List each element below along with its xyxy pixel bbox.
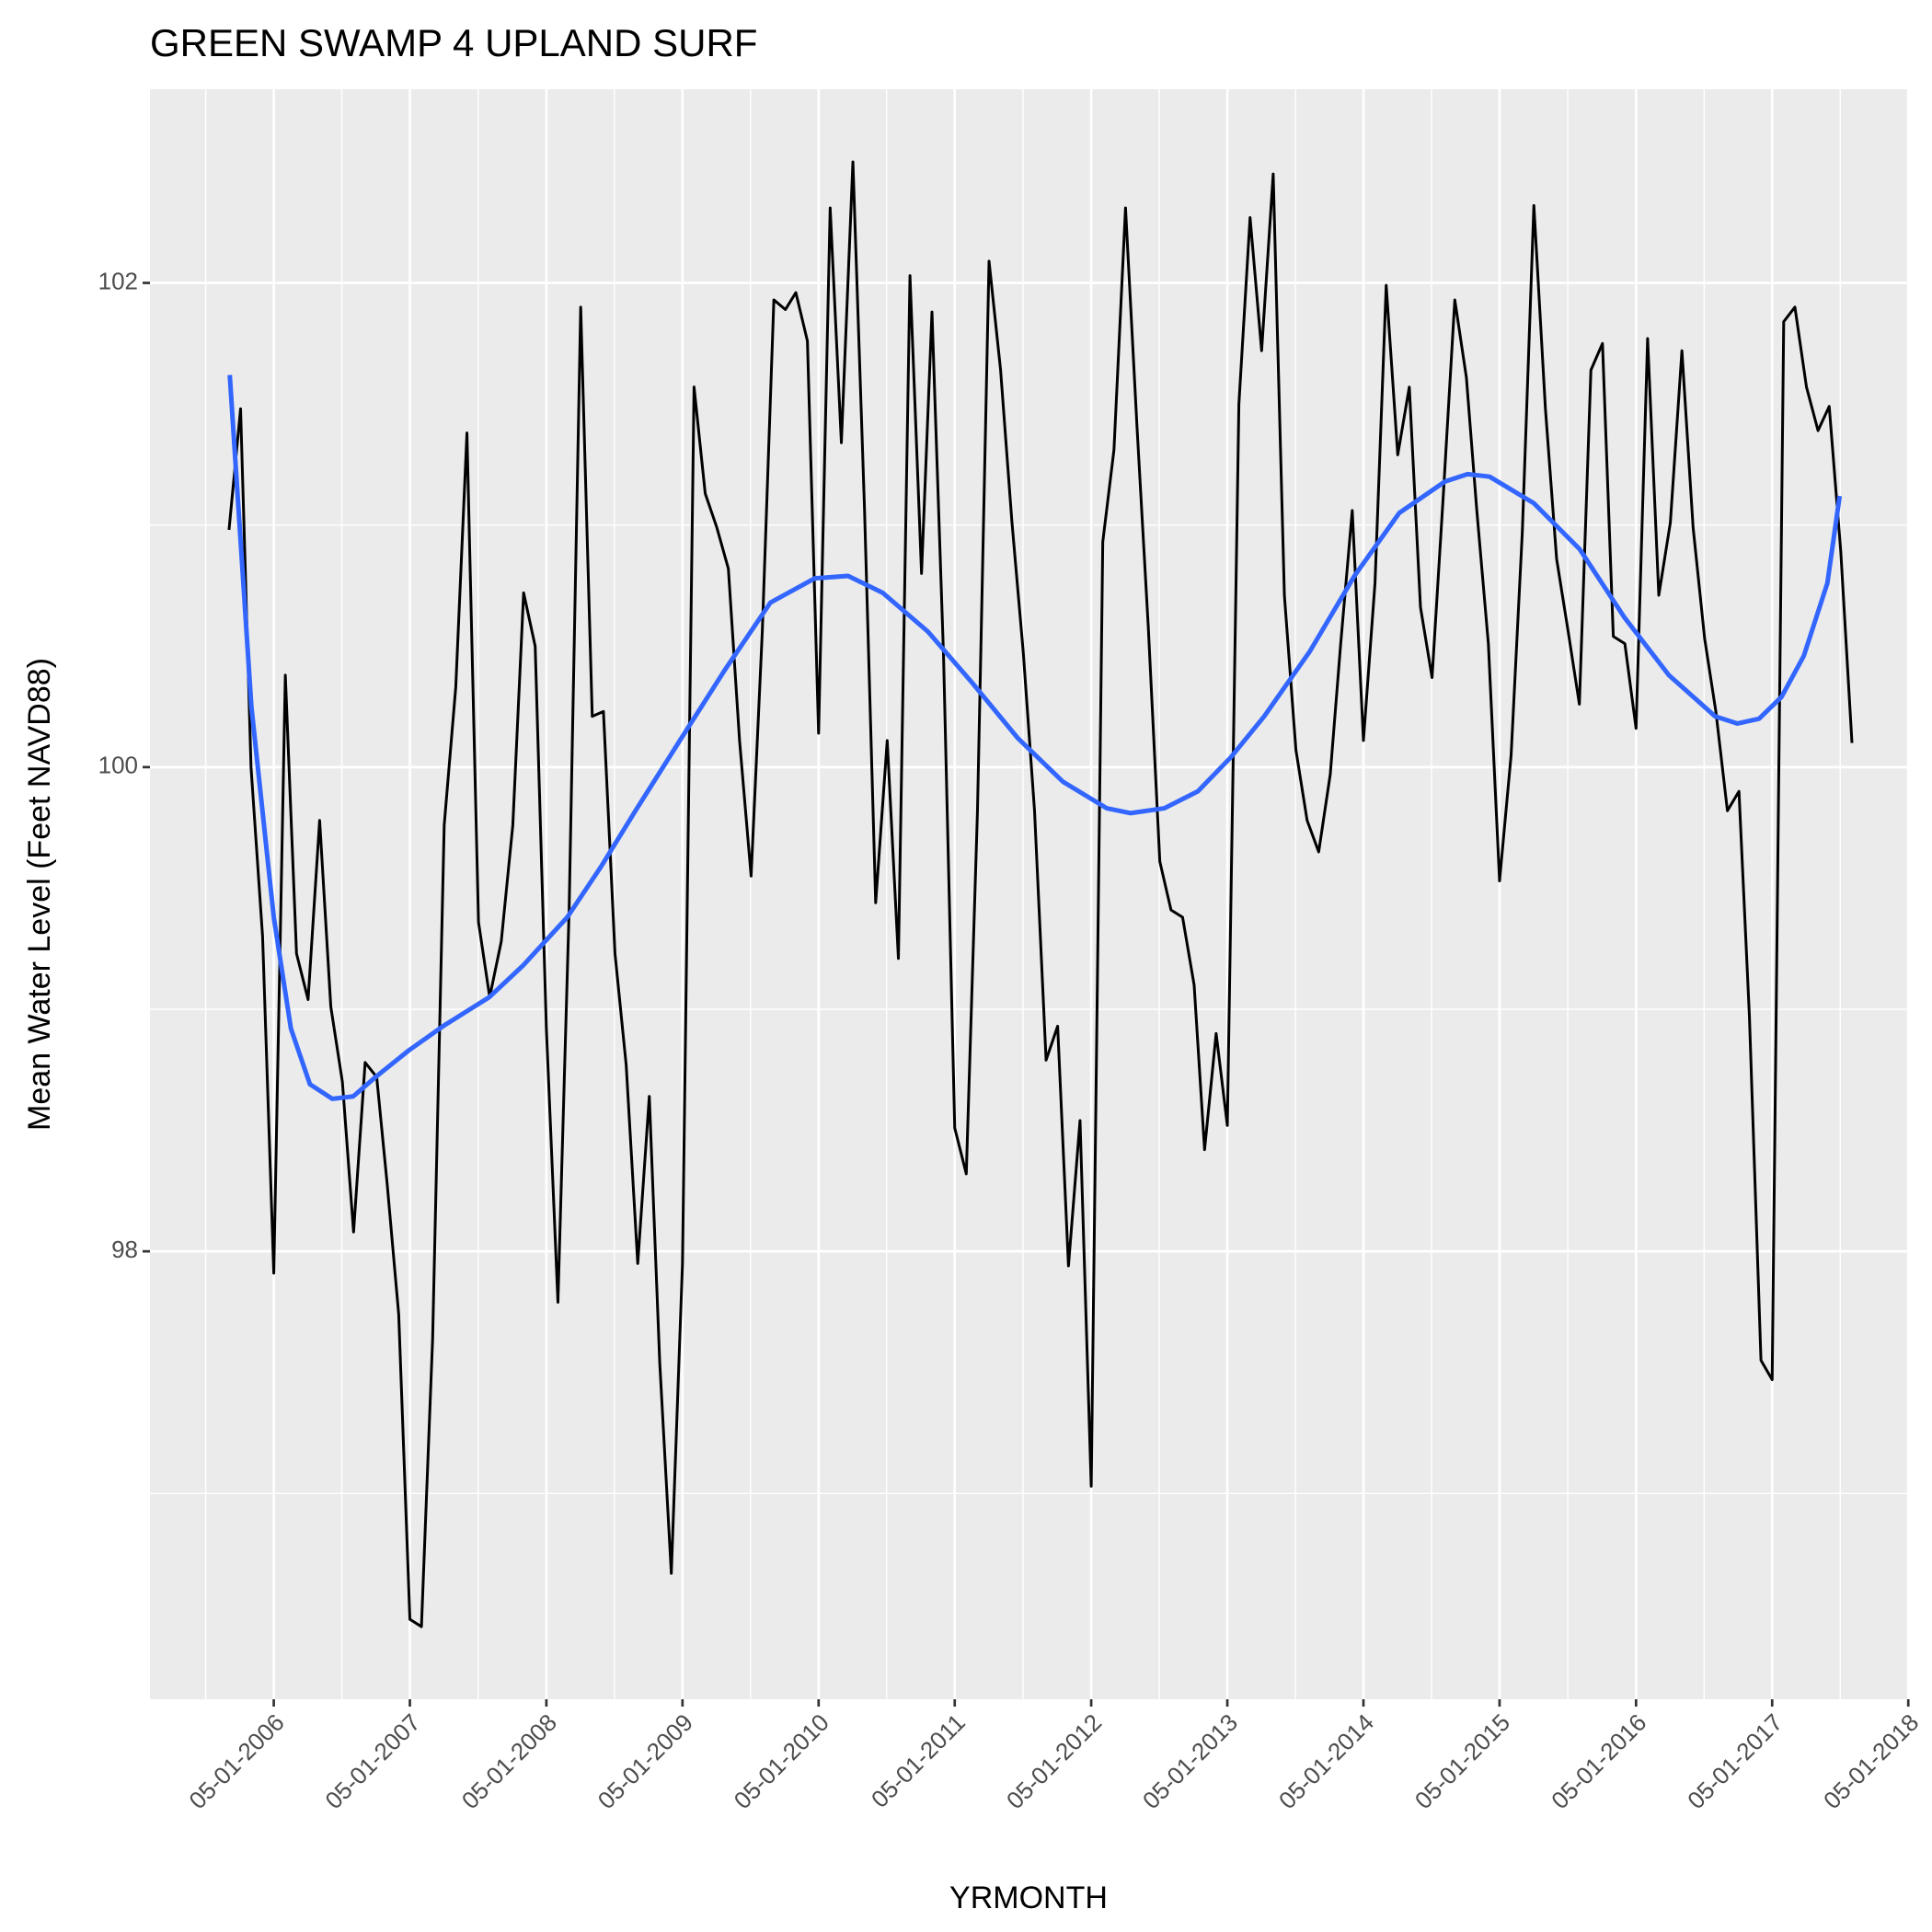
smooth-line: [227, 374, 1843, 1101]
y-tick-label: 102: [98, 267, 138, 294]
x-axis-title: YRMONTH: [949, 1880, 1108, 1915]
y-axis-title: Mean Water Level (Feet NAVD88): [22, 658, 57, 1131]
y-tick-label: 100: [98, 752, 138, 779]
y-tick-label: 98: [111, 1236, 138, 1263]
plot-panel: [150, 89, 1907, 1699]
chart-title: GREEN SWAMP 4 UPLAND SURF: [150, 21, 757, 64]
data-line: [227, 160, 1854, 1628]
